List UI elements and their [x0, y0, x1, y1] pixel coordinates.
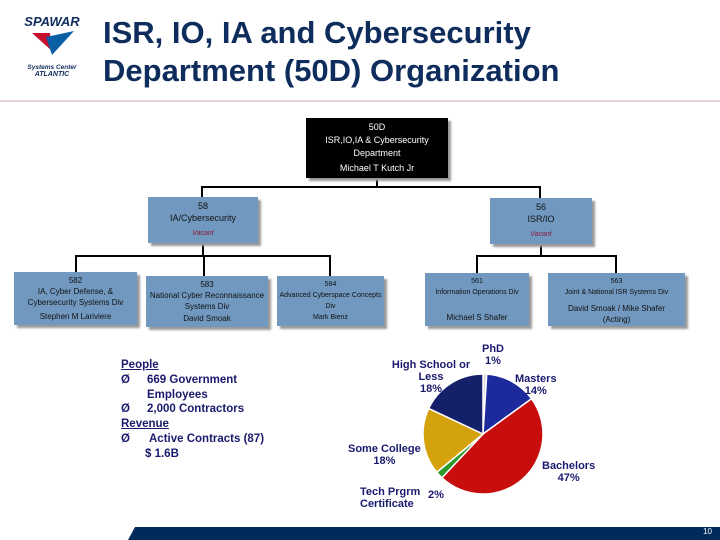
org-name: National Cyber Reconnaissance Systems Di…: [149, 291, 265, 311]
connector: [75, 255, 77, 273]
fact-item: 2,000 Contractors: [147, 403, 245, 416]
org-code: 583: [200, 280, 214, 289]
fact-item: 669 Government Employees: [147, 373, 238, 401]
connector: [201, 186, 541, 188]
org-head: David Smoak: [183, 314, 231, 323]
fact-item: $ 1.6B: [145, 447, 179, 460]
pie-label-phd: PhD 1%: [482, 343, 504, 367]
fact-item: Active Contracts (87): [149, 432, 265, 445]
logo-brand: SPAWAR: [24, 14, 80, 29]
page-number: 10: [703, 527, 712, 536]
org-name: IA/Cybersecurity: [169, 213, 237, 223]
connector: [376, 178, 378, 188]
org-name: ISR,IO,IA & Cybersecurity Department: [325, 135, 429, 158]
connector: [476, 255, 478, 273]
org-head: Vacant: [530, 231, 552, 238]
pie-slice-masters: [482, 373, 533, 436]
org-code: 584: [324, 281, 337, 288]
org-head: Michael S Shafer: [446, 313, 508, 322]
pie-label-tech: Tech Prgrm Certificate: [360, 486, 421, 510]
org-box-563: 563 Joint & National ISR Systems Div Davi…: [548, 273, 685, 326]
org-code: 56: [535, 202, 546, 212]
bullet-icon: Ø: [121, 432, 130, 445]
logo-chevron-icon: [32, 31, 74, 55]
pie-label-some-college: Some College 18%: [348, 443, 421, 467]
org-head: Vacant: [192, 230, 214, 237]
org-head: Michael T Kutch Jr: [339, 163, 415, 173]
pie-slice-bachelors: [440, 397, 544, 495]
connector: [476, 255, 617, 257]
org-box-583: 583 National Cyber Reconnaissance Systems…: [146, 276, 268, 327]
org-box-582: 582 IA, Cyber Defense, & Cybersecurity Sy…: [14, 272, 137, 325]
org-code: 563: [610, 278, 623, 285]
pie-slice-some-college: [422, 407, 485, 474]
people-heading: People: [121, 359, 159, 371]
org-name: Joint & National ISR Systems Div: [564, 289, 669, 296]
page-title: ISR, IO, IA and Cybersecurity Department…: [103, 14, 559, 90]
org-code: 561: [471, 278, 483, 285]
org-name: Information Operations Div: [435, 289, 519, 296]
spawar-logo: SPAWAR Systems Center ATLANTIC: [18, 14, 86, 86]
org-box-584: 584 Advanced Cyberspace Concepts Div Mark…: [277, 276, 384, 326]
pie-label-masters: Masters 14%: [515, 373, 557, 397]
connector: [539, 186, 541, 198]
org-code: 582: [68, 276, 83, 285]
connector: [201, 186, 203, 198]
logo-line1: Systems Center: [27, 64, 77, 71]
pie-value-tech: 2%: [428, 489, 444, 501]
org-name: Advanced Cyberspace Concepts Div: [279, 292, 382, 310]
connector: [540, 244, 542, 256]
org-box-561: 561 Information Operations Div Michael S …: [425, 273, 529, 326]
title-line1: ISR, IO, IA and Cybersecurity: [103, 15, 531, 50]
pie-slice-high-school-or-less: [427, 373, 484, 436]
pie-label-bachelors: Bachelors 47%: [542, 460, 596, 484]
org-name: IA, Cyber Defense, & Cybersecurity Syste…: [27, 287, 124, 307]
org-code: 50D: [368, 122, 386, 132]
org-name: ISR/IO: [527, 214, 555, 224]
revenue-heading: Revenue: [121, 418, 169, 431]
org-head: David Smoak / Mike Shafer (Acting): [568, 304, 665, 324]
bullet-icon: Ø: [121, 373, 130, 386]
facts-panel: People Ø 669 Government Employees Ø 2,000 …: [121, 358, 264, 462]
org-head: Stephen M Lariviere: [39, 312, 112, 321]
bullet-icon: Ø: [121, 403, 130, 416]
org-box-50d: 50D ISR,IO,IA & Cybersecurity Department …: [306, 118, 448, 178]
org-code: 58: [197, 201, 208, 211]
connector: [203, 255, 205, 276]
org-head: Mark Bienz: [312, 314, 348, 321]
logo-line2: ATLANTIC: [34, 71, 70, 78]
connector: [615, 255, 617, 273]
org-box-56: 56 ISR/IO Vacant: [490, 198, 592, 244]
connector: [329, 255, 331, 276]
pie-label-high-school: High School or Less 18%: [391, 359, 471, 395]
connector: [202, 243, 204, 256]
org-box-58: 58 IA/Cybersecurity Vacant: [148, 197, 258, 243]
title-line2: Department (50D) Organization: [103, 53, 560, 88]
divider: [0, 100, 720, 102]
footer-band: [128, 527, 720, 540]
